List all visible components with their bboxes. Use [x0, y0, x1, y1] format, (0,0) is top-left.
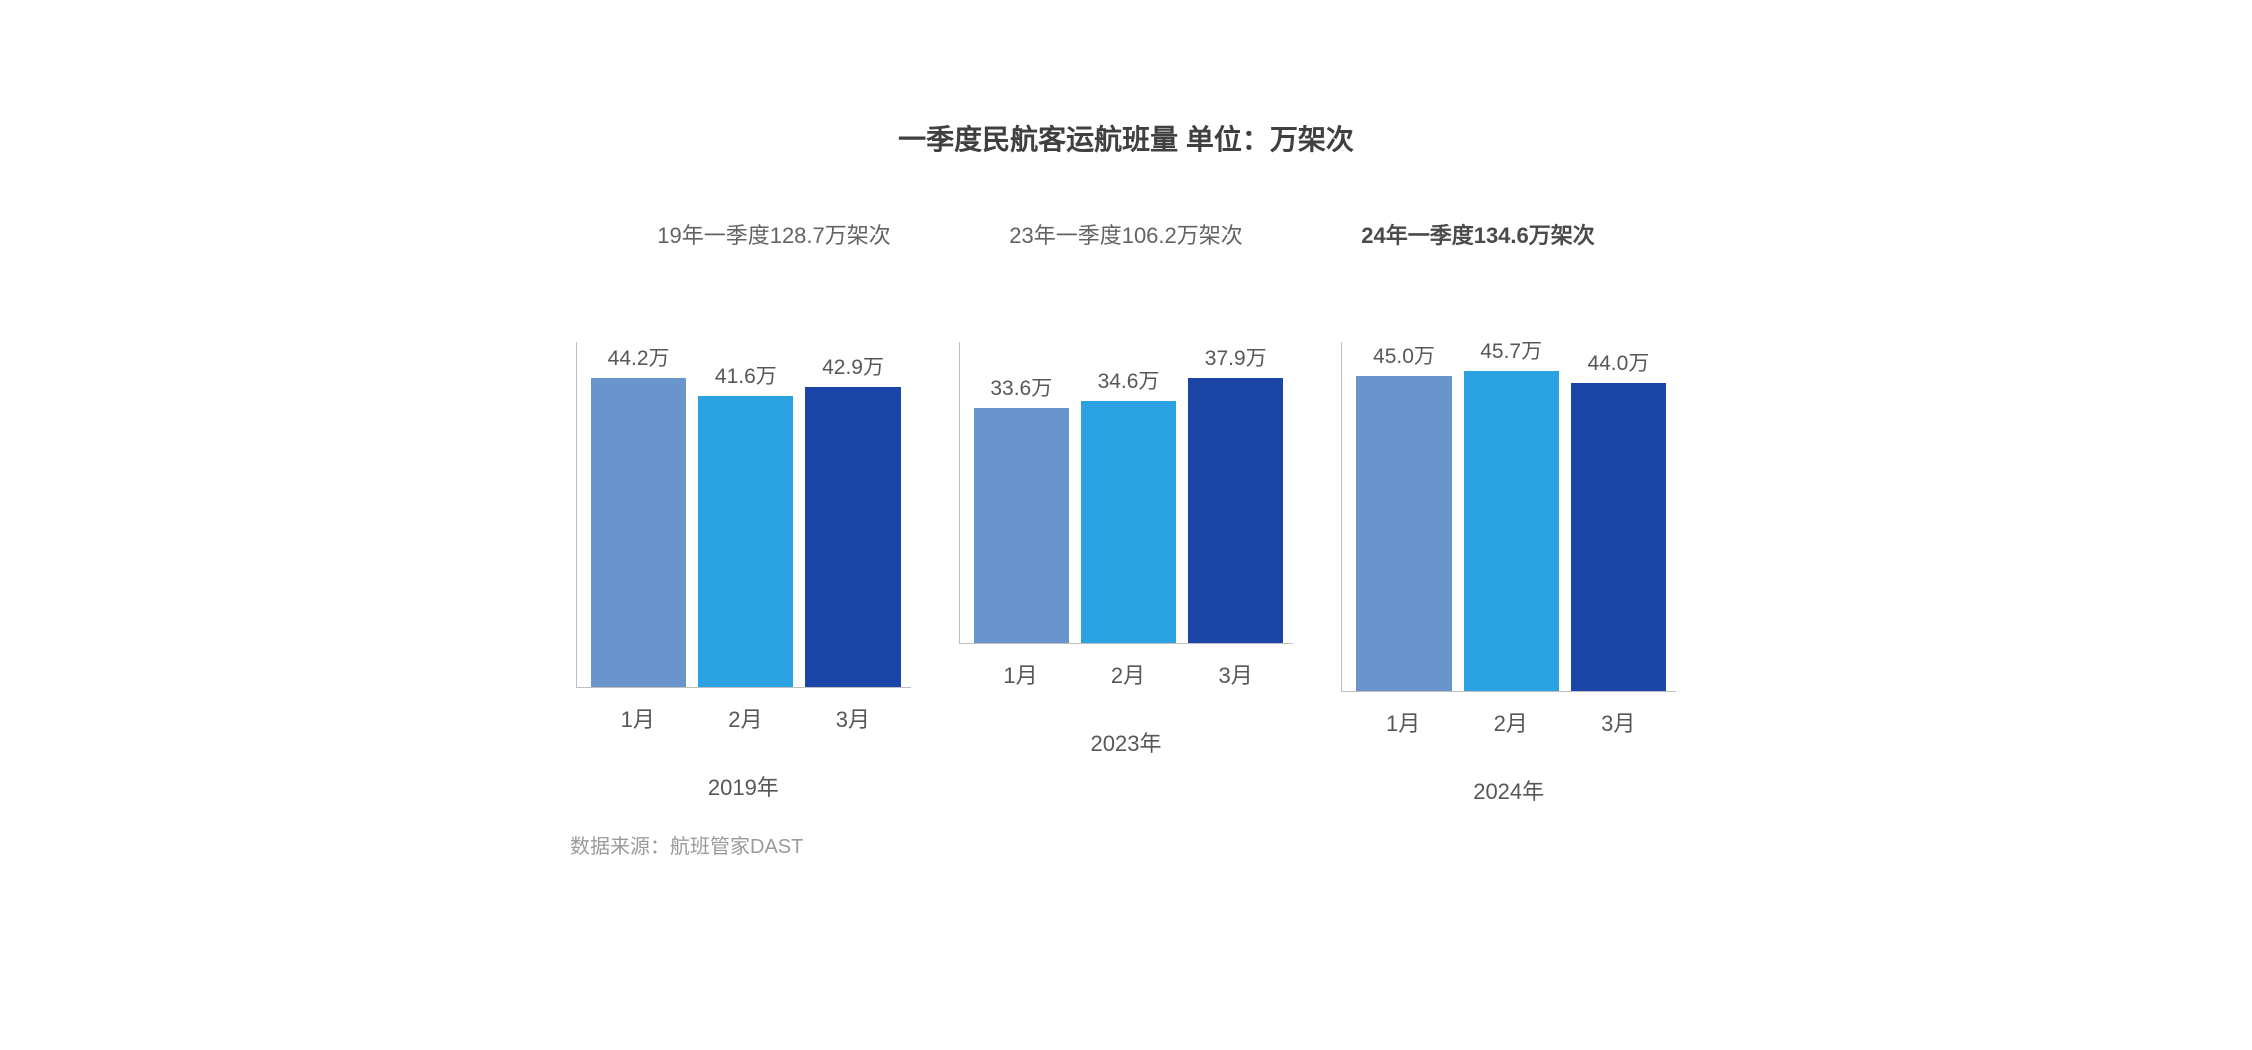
bar-wrap: 37.9万 [1188, 342, 1283, 643]
month-label: 3月 [1188, 658, 1284, 690]
month-labels: 1月 2月 3月 [959, 658, 1294, 690]
summary-2019: 19年一季度128.7万架次 [598, 218, 950, 250]
bar-value-label: 37.9万 [1205, 342, 1267, 372]
year-label: 2019年 [576, 770, 911, 802]
bar [1464, 371, 1559, 691]
bar-value-label: 44.0万 [1587, 347, 1649, 377]
bar-wrap: 34.6万 [1081, 365, 1176, 643]
month-labels: 1月 2月 3月 [1341, 706, 1676, 738]
bar-wrap: 33.6万 [974, 372, 1069, 643]
month-label: 1月 [1355, 706, 1451, 738]
summary-2024: 24年一季度134.6万架次 [1302, 218, 1654, 250]
year-label: 2024年 [1341, 774, 1676, 806]
month-label: 2月 [1080, 658, 1176, 690]
bar-wrap: 42.9万 [805, 351, 900, 687]
bar [974, 408, 1069, 643]
bar-wrap: 41.6万 [698, 360, 793, 687]
bar-group: 44.2万41.6万42.9万1月2月3月2019年 [576, 342, 911, 752]
bar [1081, 401, 1176, 643]
month-label: 3月 [1570, 706, 1666, 738]
summary-row: 19年一季度128.7万架次 23年一季度106.2万架次 24年一季度134.… [566, 218, 1686, 250]
bars-row: 45.0万45.7万44.0万 [1341, 342, 1676, 692]
month-labels: 1月 2月 3月 [576, 702, 911, 734]
bar-value-label: 41.6万 [715, 360, 777, 390]
month-label: 1月 [973, 658, 1069, 690]
bar-value-label: 33.6万 [990, 372, 1052, 402]
month-label: 3月 [805, 702, 901, 734]
bar-value-label: 45.0万 [1373, 340, 1435, 370]
month-label: 2月 [1463, 706, 1559, 738]
month-label: 1月 [590, 702, 686, 734]
bar-wrap: 45.0万 [1356, 340, 1451, 691]
bar-value-label: 44.2万 [608, 342, 670, 372]
chart-title: 一季度民航客运航班量 单位：万架次 [566, 118, 1686, 158]
bar-value-label: 42.9万 [822, 351, 884, 381]
year-label: 2023年 [959, 726, 1294, 758]
bars-row: 44.2万 41.6万 42.9万 [576, 342, 911, 688]
bar [805, 387, 900, 687]
chart-container: 一季度民航客运航班量 单位：万架次 19年一季度128.7万架次 23年一季度1… [566, 0, 1686, 859]
bar-value-label: 34.6万 [1098, 365, 1160, 395]
summary-2023: 23年一季度106.2万架次 [950, 218, 1302, 250]
plot-area: 44.2万41.6万42.9万1月2月3月2019年33.6万34.6万37.9… [566, 342, 1686, 752]
bar-wrap: 44.0万 [1571, 347, 1666, 691]
bar-group: 33.6万34.6万37.9万1月2月3月2023年 [959, 342, 1294, 752]
bar-group: 45.0万45.7万44.0万1月2月3月2024年 [1341, 342, 1676, 752]
bars-row: 33.6万 34.6万 37.9万 [959, 342, 1294, 644]
bar [698, 396, 793, 687]
data-source: 数据来源：航班管家DAST [566, 830, 1686, 859]
bar [1356, 376, 1451, 691]
bar [591, 378, 686, 687]
bar [1571, 383, 1666, 691]
month-label: 2月 [698, 702, 794, 734]
bar-value-label: 45.7万 [1480, 335, 1542, 365]
bar-wrap: 45.7万 [1464, 335, 1559, 691]
bar [1188, 378, 1283, 643]
bar-wrap: 44.2万 [591, 342, 686, 687]
